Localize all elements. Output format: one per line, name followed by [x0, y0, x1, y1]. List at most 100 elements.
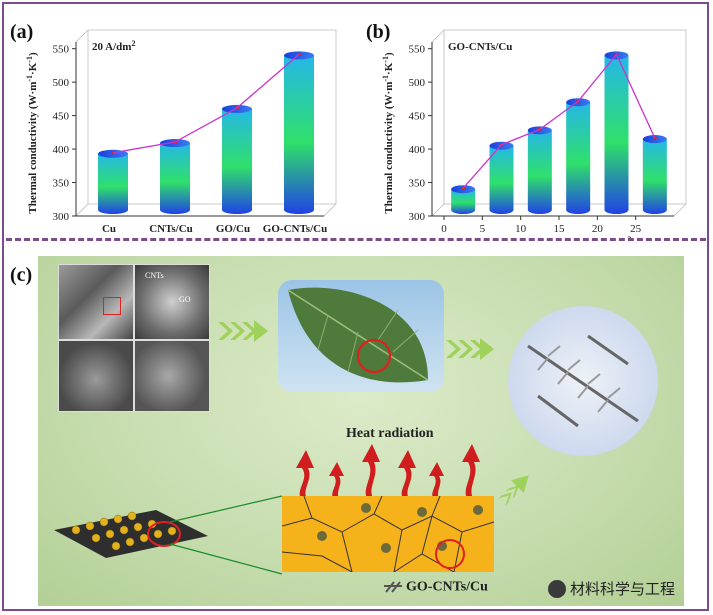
y-axis-label-mid: ·K	[27, 62, 39, 75]
tem-image-3	[134, 340, 210, 412]
annotation: 20 A/dm2	[92, 39, 135, 53]
nanostructure-illustration	[527, 334, 639, 428]
sem-image-1	[58, 264, 134, 340]
y-axis-label-end: )	[27, 52, 39, 56]
wechat-icon	[548, 579, 566, 598]
y-tick-label: 550	[53, 44, 70, 56]
x-tick-label: 0	[441, 223, 447, 235]
coated-substrate	[54, 510, 208, 558]
x-axis-label-text: Different carbon reinforcement	[132, 237, 280, 238]
bar	[604, 51, 629, 215]
y-tick-label: 300	[53, 211, 70, 223]
bar	[527, 126, 552, 214]
y-axis-label-mid: ·K	[383, 62, 395, 75]
arrow-up-right	[498, 475, 529, 506]
legend: GO-CNTs/Cu	[384, 578, 488, 596]
bar	[451, 185, 476, 214]
heat-radiation-label: Heat radiation	[346, 426, 434, 441]
y-axis-label-text: Thermal conductivity (W·m	[383, 82, 395, 214]
arrow-right-1	[218, 320, 268, 342]
x-tick-label: 10	[515, 223, 527, 235]
y-axis-label-sup: -1	[25, 75, 34, 82]
annotation-sup: 2	[131, 39, 135, 48]
nanostructure-circle	[508, 306, 658, 456]
x-tick-label: 25	[630, 223, 642, 235]
y-axis-label-sup: -1	[381, 56, 390, 63]
y-tick-label: 400	[409, 144, 426, 156]
y-axis-label-end: )	[383, 52, 395, 56]
x-tick-label: CNTs/Cu	[149, 223, 193, 235]
chart-backwall	[431, 29, 687, 205]
em-label-cnts: CNTs	[145, 271, 164, 280]
chart-backwall	[75, 29, 337, 205]
bar-body	[222, 108, 252, 214]
legend-label: GO-CNTs/Cu	[406, 579, 488, 595]
trend-line	[112, 53, 300, 154]
annotation-text: GO-CNTs/Cu	[448, 41, 512, 53]
annotation: GO-CNTs/Cu	[448, 41, 512, 53]
bar	[489, 141, 514, 214]
watermark: 材料科学与工程	[548, 578, 675, 599]
y-axis-label-text: Thermal conductivity (W·m	[27, 82, 39, 214]
bar-body	[451, 189, 476, 214]
y-tick-label: 550	[409, 44, 426, 56]
x-tick-label: GO-CNTs/Cu	[263, 223, 327, 235]
bar	[222, 104, 252, 214]
tem-image-1: CNTs GO	[134, 264, 210, 340]
y-tick-label: 450	[409, 111, 426, 123]
em-label-go: GO	[179, 295, 191, 304]
bar	[160, 139, 190, 214]
y-axis-label-sup: -1	[381, 75, 390, 82]
legend-glyph-icon	[384, 581, 402, 593]
panel-c-label: (c)	[10, 264, 33, 286]
x-axis-label: Applied current density (A/dm2)	[483, 235, 635, 238]
y-tick-label: 450	[53, 111, 70, 123]
bar-body	[566, 102, 591, 214]
y-tick-label: 350	[53, 178, 70, 190]
leaf-photo	[278, 280, 444, 392]
x-tick-label: 5	[480, 223, 486, 235]
grain-structure	[282, 496, 494, 572]
chart-floor	[75, 203, 337, 217]
y-axis-label: Thermal conductivity (W·m-1·K-1)	[381, 52, 395, 214]
y-axis-label-sup: -1	[25, 56, 34, 63]
y-tick-label: 300	[409, 211, 426, 223]
bar-body	[284, 55, 314, 215]
bar	[642, 135, 667, 214]
leaf-illustration	[287, 287, 429, 383]
sem-highlight-box	[103, 297, 121, 315]
x-tick-label: 20	[592, 223, 604, 235]
y-tick-label: 400	[53, 144, 70, 156]
chart-b: 300 350 400 450 500 550 0 5 10 15 20 25 (b) GO-CNTs/C…	[366, 21, 687, 238]
y-tick-label: 500	[53, 77, 70, 89]
chart-floor	[431, 203, 687, 217]
x-axis-label-sup: 2	[627, 235, 631, 238]
x-tick-label: GO/Cu	[216, 223, 250, 235]
panel-c: CNTs GO	[38, 256, 684, 606]
x-axis-label: Different carbon reinforcement	[132, 237, 280, 238]
x-axis-label-end: )	[631, 237, 635, 238]
bar	[98, 149, 128, 214]
x-tick-label: 15	[554, 223, 566, 235]
panel-divider	[6, 238, 706, 241]
bar-body	[160, 143, 190, 214]
bar-body	[527, 130, 552, 214]
panel-label: (b)	[366, 21, 390, 43]
bar	[284, 51, 314, 215]
heat-radiation-arrows	[296, 444, 480, 500]
zoom-lines	[169, 495, 283, 575]
arrow-right-2	[446, 338, 494, 360]
y-tick-label: 500	[409, 77, 426, 89]
tem-image-2	[58, 340, 134, 412]
bar	[566, 98, 591, 214]
annotation-text: 20 A/dm	[92, 41, 131, 53]
bar-body	[489, 145, 514, 214]
bar-body	[98, 153, 128, 214]
x-tick-label: Cu	[102, 223, 116, 235]
chart-a: 300 350 400 450 500 550 Cu CNTs/Cu GO/Cu GO-CNTs/…	[10, 21, 337, 238]
panel-label: (a)	[10, 21, 33, 43]
trend-line	[462, 53, 656, 189]
bar-body	[642, 139, 667, 214]
y-axis-label: Thermal conductivity (W·m-1·K-1)	[25, 52, 39, 214]
